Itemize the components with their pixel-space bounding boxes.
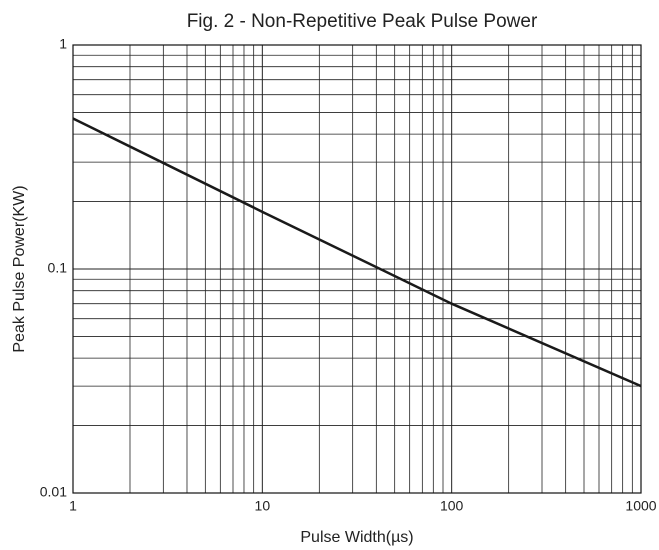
x-tick-label: 100: [440, 498, 464, 514]
y-tick-label: 0.01: [40, 484, 67, 500]
chart-title: Fig. 2 - Non-Repetitive Peak Pulse Power: [187, 11, 538, 32]
x-tick-label: 1000: [625, 498, 656, 514]
x-axis-label: Pulse Width(µs): [300, 529, 413, 546]
plot-frame: [72, 44, 642, 494]
x-tick-label: 10: [255, 498, 271, 514]
y-tick-label: 1: [59, 36, 67, 52]
data-line: [72, 117, 642, 388]
y-axis-label: Peak Pulse Power(KW): [11, 185, 28, 352]
y-tick-label: 0.1: [48, 260, 68, 276]
x-tick-label: 1: [69, 498, 77, 514]
